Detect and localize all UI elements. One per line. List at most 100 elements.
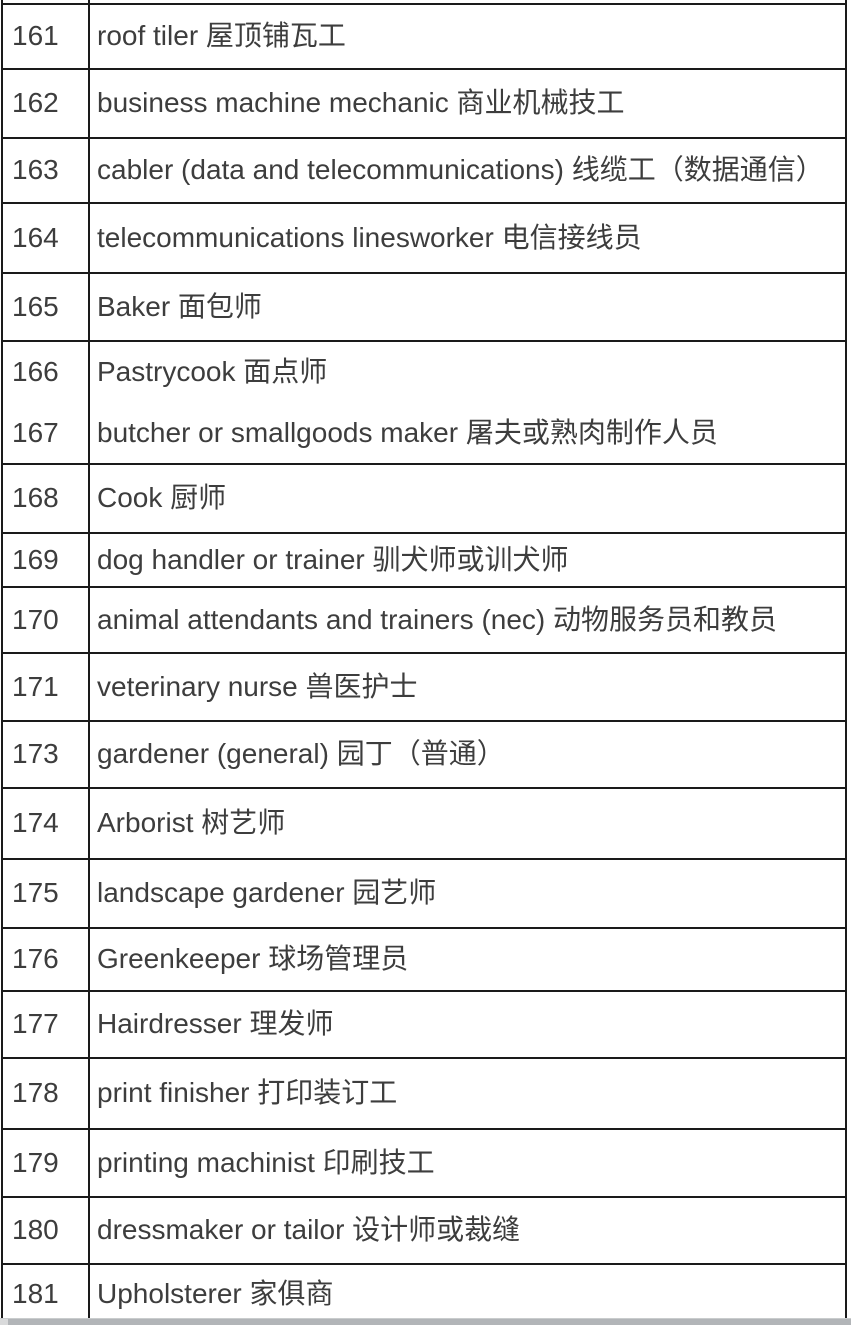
row-occupation-cell: business machine mechanic 商业机械技工 (90, 70, 845, 137)
table-row: 179 printing machinist 印刷技工 (3, 1130, 845, 1198)
occupation-text: roof tiler 屋顶铺瓦工 (97, 20, 346, 52)
table-row: 173 gardener (general) 园丁（普通） (3, 722, 845, 789)
row-number-cell: 180 (3, 1198, 90, 1263)
table-row: 163 cabler (data and telecommunications)… (3, 139, 845, 204)
table-row: 164 telecommunications linesworker 电信接线员 (3, 204, 845, 274)
row-occupation-cell: Arborist 树艺师 (90, 789, 845, 858)
row-occupation-cell: Hairdresser 理发师 (90, 992, 845, 1057)
row-number: 163 (12, 154, 59, 186)
row-occupation-cell: Cook 厨师 (90, 465, 845, 532)
row-number: 167 (12, 416, 59, 448)
row-number-cell: 162 (3, 70, 90, 137)
row-occupation-cell: cabler (data and telecommunications) 线缆工… (90, 139, 845, 202)
row-occupation-cell: landscape gardener 园艺师 (90, 860, 845, 927)
row-number: 161 (12, 20, 59, 52)
row-number-cell: 173 (3, 722, 90, 787)
row-number-cell: 169 (3, 534, 90, 586)
table-row: 176 Greenkeeper 球场管理员 (3, 929, 845, 992)
occupation-text: dog handler or trainer 驯犬师或训犬师 (97, 543, 569, 575)
table-row-entry: 169 dog handler or trainer 驯犬师或训犬师 (3, 534, 845, 586)
row-number: 173 (12, 738, 59, 770)
row-number-cell: 171 (3, 654, 90, 720)
row-occupation-cell: dressmaker or tailor 设计师或裁缝 (90, 1198, 845, 1263)
table-row-entry: 165 Baker 面包师 (3, 274, 845, 340)
occupation-text: business machine mechanic 商业机械技工 (97, 87, 625, 119)
table-row: 161 roof tiler 屋顶铺瓦工 (3, 5, 845, 70)
table-row: 168 Cook 厨师 (3, 465, 845, 534)
occupation-text: print finisher 打印装订工 (97, 1077, 398, 1109)
table-row: 181 Upholsterer 家俱商 (3, 1265, 845, 1318)
occupation-text: telecommunications linesworker 电信接线员 (97, 221, 642, 253)
row-number: 166 (12, 356, 59, 388)
partial-occupation-cell (90, 0, 845, 3)
table-row-entry: 168 Cook 厨师 (3, 465, 845, 532)
table-row-entry: 180 dressmaker or tailor 设计师或裁缝 (3, 1198, 845, 1263)
row-number-cell: 174 (3, 789, 90, 858)
row-number: 174 (12, 807, 59, 839)
row-occupation-cell: roof tiler 屋顶铺瓦工 (90, 5, 845, 68)
row-number: 179 (12, 1146, 59, 1178)
row-occupation-cell: telecommunications linesworker 电信接线员 (90, 204, 845, 272)
row-number-cell: 177 (3, 992, 90, 1057)
row-number-cell: 181 (3, 1265, 90, 1318)
row-occupation-cell: dog handler or trainer 驯犬师或训犬师 (90, 534, 845, 586)
table-row: 170 animal attendants and trainers (nec)… (3, 588, 845, 654)
table-row-entry: 161 roof tiler 屋顶铺瓦工 (3, 5, 845, 68)
table-row: 162 business machine mechanic 商业机械技工 (3, 70, 845, 139)
table-row-entry: 175 landscape gardener 园艺师 (3, 860, 845, 927)
occupation-text: Upholsterer 家俱商 (97, 1277, 334, 1309)
table-row-entry: 162 business machine mechanic 商业机械技工 (3, 70, 845, 137)
window-bottom-edge (0, 1318, 851, 1325)
table-row-entry: 174 Arborist 树艺师 (3, 789, 845, 858)
table-row-entry: 178 print finisher 打印装订工 (3, 1059, 845, 1128)
row-number: 162 (12, 87, 59, 119)
table-row-entry: 167 butcher or smallgoods maker 屠夫或熟肉制作人… (3, 402, 845, 464)
partial-number-cell (3, 0, 90, 3)
occupation-text: Cook 厨师 (97, 482, 227, 514)
row-number-cell: 168 (3, 465, 90, 532)
row-number: 168 (12, 482, 59, 514)
table-rows: 161 roof tiler 屋顶铺瓦工 162 business machin… (3, 5, 845, 1318)
row-number: 175 (12, 877, 59, 909)
row-occupation-cell: veterinary nurse 兽医护士 (90, 654, 845, 720)
occupation-text: Pastrycook 面点师 (97, 356, 328, 388)
row-number: 176 (12, 943, 59, 975)
row-occupation-cell: gardener (general) 园丁（普通） (90, 722, 845, 787)
table-row: 175 landscape gardener 园艺师 (3, 860, 845, 929)
table-row-entry: 177 Hairdresser 理发师 (3, 992, 845, 1057)
row-number-cell: 178 (3, 1059, 90, 1128)
row-number-cell: 165 (3, 274, 90, 340)
row-number-cell: 179 (3, 1130, 90, 1196)
table-row: 177 Hairdresser 理发师 (3, 992, 845, 1059)
row-number-cell: 164 (3, 204, 90, 272)
row-number-cell: 167 (3, 402, 90, 463)
row-occupation-cell: Baker 面包师 (90, 274, 845, 340)
row-occupation-cell: Pastrycook 面点师 (90, 342, 845, 403)
row-occupation-cell: printing machinist 印刷技工 (90, 1130, 845, 1196)
occupation-text: landscape gardener 园艺师 (97, 877, 437, 909)
occupation-text: Greenkeeper 球场管理员 (97, 943, 409, 975)
row-number: 177 (12, 1008, 59, 1040)
occupation-text: animal attendants and trainers (nec) 动物服… (97, 603, 778, 635)
occupation-text: Hairdresser 理发师 (97, 1008, 334, 1040)
row-number: 164 (12, 221, 59, 253)
table-row-entry: 171 veterinary nurse 兽医护士 (3, 654, 845, 720)
row-number: 169 (12, 543, 59, 575)
row-number: 181 (12, 1277, 59, 1309)
row-number-cell: 176 (3, 929, 90, 990)
row-occupation-cell: butcher or smallgoods maker 屠夫或熟肉制作人员 (90, 403, 845, 464)
row-number: 170 (12, 603, 59, 635)
table-top-partial-row (3, 0, 845, 5)
occupation-text: veterinary nurse 兽医护士 (97, 670, 418, 702)
table-row-entry: 176 Greenkeeper 球场管理员 (3, 929, 845, 990)
occupation-text: gardener (general) 园丁（普通） (97, 738, 505, 770)
table-row-entry: 163 cabler (data and telecommunications)… (3, 139, 845, 202)
row-number: 180 (12, 1214, 59, 1246)
table-row-entry: 166 Pastrycook 面点师 (3, 342, 845, 403)
row-number-cell: 170 (3, 588, 90, 652)
row-number-cell: 175 (3, 860, 90, 927)
row-number: 178 (12, 1077, 59, 1109)
table-row: 166 Pastrycook 面点师 167 butcher or smallg… (3, 342, 845, 465)
occupation-text: Arborist 树艺师 (97, 807, 286, 839)
table-row: 174 Arborist 树艺师 (3, 789, 845, 860)
